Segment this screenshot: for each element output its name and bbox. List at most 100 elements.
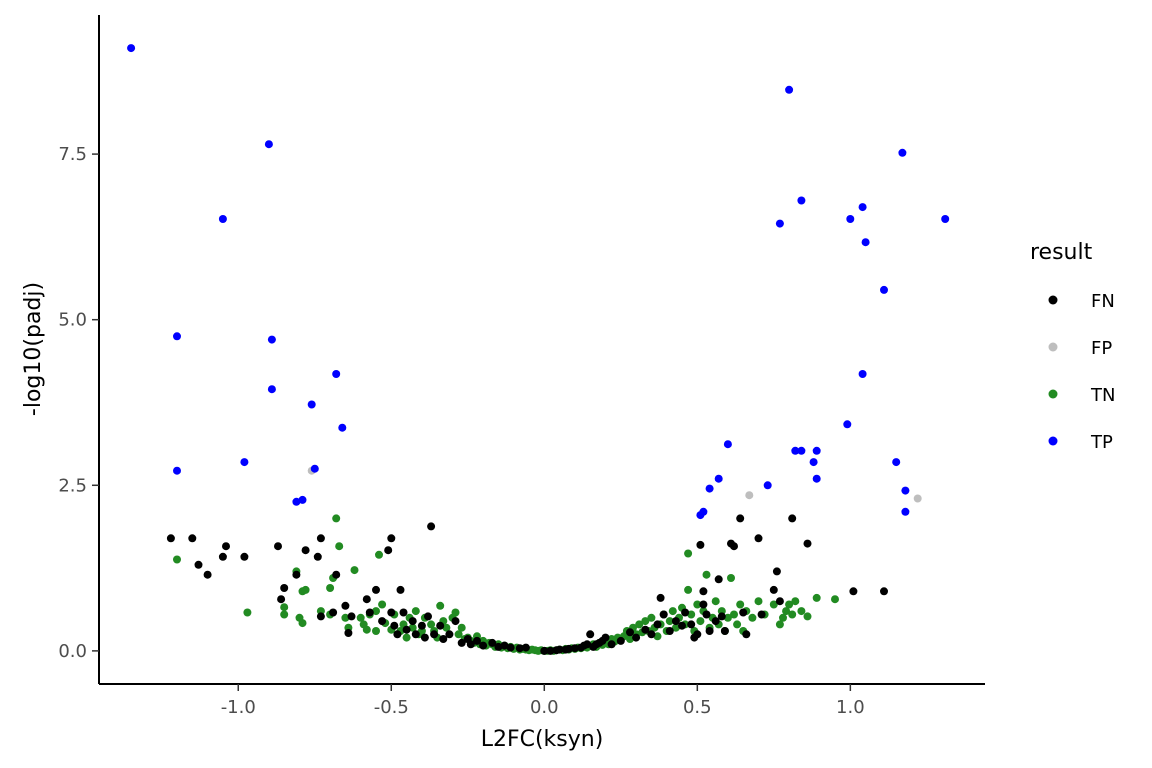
point-fn (494, 642, 503, 651)
point-fn (696, 540, 705, 549)
point-fn (277, 595, 286, 604)
point-tn (831, 595, 839, 604)
point-tn (687, 610, 696, 619)
point-fn (488, 638, 497, 647)
point-tp (173, 332, 181, 341)
point-fn (240, 552, 249, 561)
point-fn (457, 638, 466, 647)
legend-key-fn (1048, 295, 1058, 305)
point-fn (647, 630, 656, 639)
point-fn (757, 610, 766, 619)
legend-label-fn: FN (1091, 291, 1115, 312)
point-tp (858, 370, 867, 378)
point-tn (356, 613, 365, 622)
point-fn (280, 584, 289, 592)
point-fn (641, 625, 650, 634)
point-fn (188, 534, 197, 543)
point-tp (332, 370, 341, 378)
legend-label-fp: FP (1091, 338, 1112, 359)
point-fn (417, 621, 426, 630)
point-tp (843, 420, 852, 429)
point-tn (785, 600, 794, 609)
point-fn (699, 587, 708, 596)
point-tn (788, 610, 797, 619)
point-fn (687, 620, 696, 629)
point-tn (362, 625, 371, 634)
point-tn (775, 620, 784, 629)
point-fn (316, 534, 325, 543)
point-fn (626, 628, 634, 637)
point-tn (332, 514, 341, 523)
point-tn (754, 597, 763, 606)
point-fn (515, 644, 524, 653)
point-fn (218, 552, 227, 561)
y-axis-title: -log10(padj) (21, 282, 46, 416)
point-tn (372, 607, 380, 616)
point-fn (583, 640, 592, 649)
point-tn (723, 613, 732, 622)
point-tn (451, 608, 460, 617)
point-fn (540, 646, 549, 655)
point-fn (671, 617, 680, 626)
point-tp (797, 196, 806, 205)
point-fn (439, 635, 448, 643)
point-tn (693, 600, 702, 609)
point-tn (375, 550, 383, 559)
point-tn (298, 619, 307, 628)
point-tn (350, 566, 359, 575)
point-tn (427, 620, 436, 629)
y-tick-label: 2.5 (58, 475, 87, 496)
point-fn (717, 612, 726, 621)
point-tp (901, 486, 910, 495)
point-fn (601, 633, 610, 642)
point-fn (408, 617, 417, 626)
point-tp (723, 440, 732, 449)
point-fn (341, 601, 350, 610)
point-tn (408, 623, 417, 632)
point-fn (772, 567, 781, 576)
point-fn (222, 542, 230, 551)
point-tp (861, 238, 870, 247)
point-fn (714, 575, 723, 584)
point-tp (858, 203, 867, 212)
point-fn (880, 587, 888, 596)
point-fn (500, 641, 509, 650)
point-tn (696, 617, 705, 626)
point-tn (335, 542, 344, 551)
legend-key-tn (1048, 389, 1058, 399)
point-tp (307, 400, 316, 409)
point-fn (316, 612, 325, 621)
point-fn (479, 641, 488, 650)
point-fn (546, 646, 555, 655)
point-tn (665, 617, 674, 626)
point-tn (730, 610, 738, 619)
point-tp (310, 464, 319, 473)
point-tn (436, 601, 445, 610)
point-fn (653, 620, 662, 629)
y-tick-label: 0.0 (58, 641, 87, 662)
point-tn (243, 608, 252, 617)
point-fn (720, 627, 729, 635)
point-fn (607, 640, 616, 649)
point-tn (769, 600, 778, 609)
point-fn (678, 621, 686, 630)
point-tp (338, 423, 347, 432)
point-tp (941, 215, 950, 223)
point-tn (684, 585, 693, 594)
point-fn (347, 612, 356, 621)
point-tp (901, 507, 910, 516)
point-tn (797, 607, 806, 616)
point-fn (711, 617, 720, 626)
point-fn (194, 560, 203, 569)
point-fn (332, 570, 341, 579)
point-tn (372, 627, 380, 635)
point-fn (313, 552, 322, 561)
point-fn (427, 522, 436, 531)
point-tn (326, 584, 335, 592)
y-tick-label: 7.5 (58, 144, 87, 165)
point-fn (402, 625, 411, 634)
point-tn (173, 555, 181, 564)
point-tn (711, 597, 720, 606)
point-tn (341, 613, 350, 622)
point-tp (880, 285, 888, 294)
